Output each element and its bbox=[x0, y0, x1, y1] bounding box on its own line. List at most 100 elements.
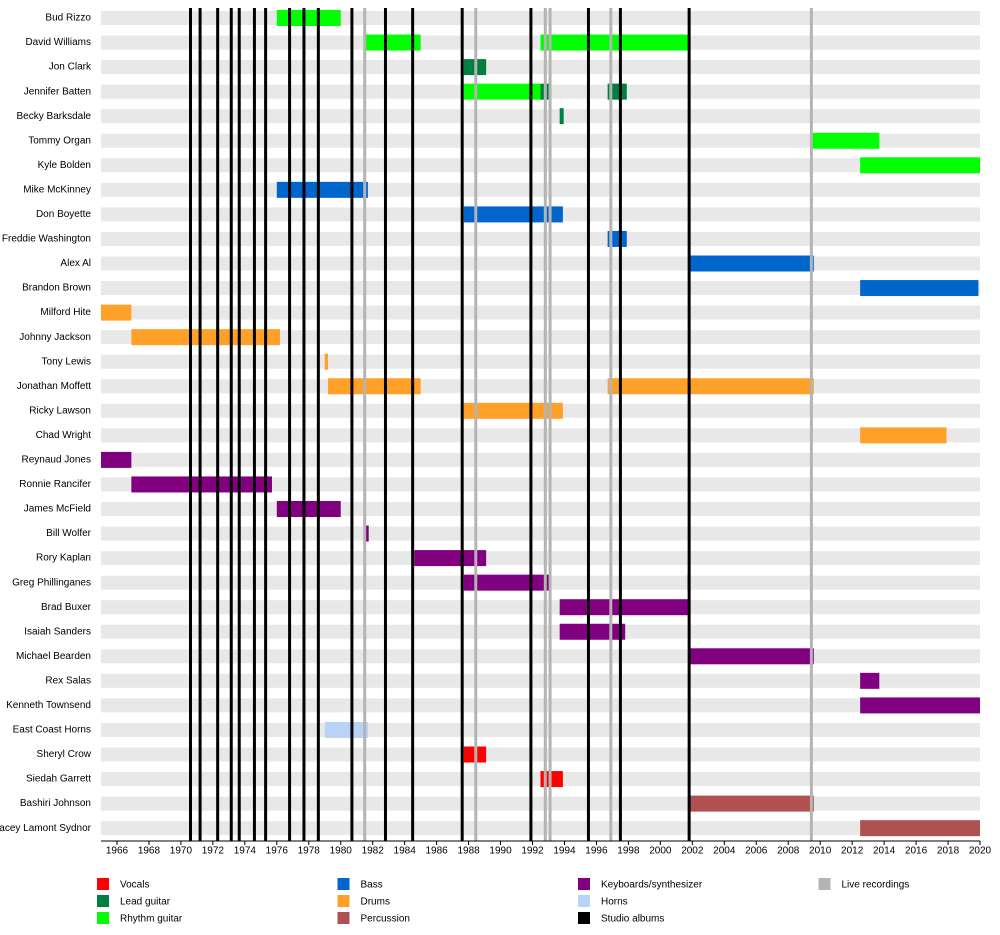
legend-swatch bbox=[97, 895, 109, 907]
x-tick-label: 1994 bbox=[553, 846, 576, 857]
row-band bbox=[101, 821, 980, 836]
member-label: Jonathan Moffett bbox=[17, 381, 92, 392]
tenure-bar bbox=[364, 525, 369, 542]
tenure-bar bbox=[414, 550, 487, 567]
legend-swatch bbox=[578, 895, 590, 907]
member-label: Siedah Garrett bbox=[26, 774, 91, 785]
x-tick-label: 2010 bbox=[809, 846, 832, 857]
row-band bbox=[101, 698, 980, 713]
member-label: Kenneth Townsend bbox=[6, 700, 91, 711]
tenure-bar bbox=[607, 378, 814, 395]
legend-swatch bbox=[97, 912, 109, 924]
x-tick-label: 2020 bbox=[969, 846, 992, 857]
member-label: Johnny Jackson bbox=[19, 332, 91, 343]
x-tick-label: 1976 bbox=[266, 846, 289, 857]
tenure-bar bbox=[689, 795, 814, 812]
member-label: Reynaud Jones bbox=[22, 455, 92, 466]
row-band bbox=[101, 231, 980, 246]
tenure-bar bbox=[860, 820, 980, 837]
tenure-bar bbox=[131, 476, 273, 493]
row-band bbox=[101, 256, 980, 271]
row-band bbox=[101, 747, 980, 762]
row-band bbox=[101, 182, 980, 197]
legend-label: Live recordings bbox=[842, 880, 910, 891]
x-tick-label: 1992 bbox=[521, 846, 544, 857]
x-tick-label: 2002 bbox=[681, 846, 704, 857]
legend-label: Keyboards/synthesizer bbox=[601, 880, 703, 891]
row-band bbox=[101, 600, 980, 615]
row-band bbox=[101, 158, 980, 173]
legend-label: Drums bbox=[361, 897, 390, 908]
tenure-bar bbox=[324, 353, 328, 370]
tenure-bar bbox=[101, 304, 132, 321]
legend-label: Percussion bbox=[361, 914, 410, 925]
member-label: Rex Salas bbox=[45, 675, 91, 686]
tenure-bar bbox=[689, 255, 814, 272]
legend-label: Lead guitar bbox=[120, 897, 171, 908]
tenure-bar bbox=[276, 181, 368, 198]
tenure-bar bbox=[812, 132, 880, 149]
row-band bbox=[101, 281, 980, 296]
tenure-bar bbox=[860, 697, 980, 714]
tenure-bar bbox=[860, 157, 980, 174]
row-band bbox=[101, 649, 980, 664]
tenure-bar bbox=[607, 230, 627, 247]
tenure-bar bbox=[559, 599, 690, 616]
x-tick-label: 1982 bbox=[362, 846, 385, 857]
member-label: Michael Bearden bbox=[16, 651, 91, 662]
member-label: James McField bbox=[24, 504, 91, 515]
x-tick-label: 2004 bbox=[713, 846, 736, 857]
legend-swatch bbox=[578, 878, 590, 890]
x-tick-label: 2006 bbox=[745, 846, 768, 857]
row-band bbox=[101, 354, 980, 369]
row-band bbox=[101, 551, 980, 566]
member-label: Milford Hite bbox=[40, 307, 91, 318]
row-band bbox=[101, 477, 980, 492]
member-label: East Coast Horns bbox=[13, 725, 91, 736]
member-label: Chad Wright bbox=[36, 430, 92, 441]
row-band bbox=[101, 796, 980, 811]
row-band bbox=[101, 624, 980, 639]
x-tick-label: 1990 bbox=[489, 846, 512, 857]
row-band bbox=[101, 305, 980, 320]
x-tick-label: 2018 bbox=[937, 846, 960, 857]
row-band bbox=[101, 673, 980, 688]
legend-swatch bbox=[578, 912, 590, 924]
legend-label: Bass bbox=[361, 880, 383, 891]
x-tick-label: 2016 bbox=[905, 846, 928, 857]
tenure-bar bbox=[463, 206, 563, 223]
row-band bbox=[101, 502, 980, 516]
legend-swatch bbox=[337, 895, 350, 907]
row-band bbox=[101, 452, 980, 467]
x-tick-label: 2012 bbox=[841, 846, 864, 857]
tenure-bar bbox=[276, 501, 341, 517]
legend-label: Horns bbox=[601, 897, 628, 908]
x-tick-label: 2008 bbox=[777, 846, 800, 857]
member-label: Tommy Organ bbox=[28, 135, 91, 146]
member-label: David Williams bbox=[25, 37, 91, 48]
x-tick-label: 1986 bbox=[425, 846, 448, 857]
x-tick-label: 1970 bbox=[170, 846, 193, 857]
member-label: Rory Kaplan bbox=[36, 553, 91, 564]
member-label: Ricky Lawson bbox=[29, 405, 91, 416]
member-label: Sheryl Crow bbox=[37, 749, 92, 760]
x-tick-label: 1966 bbox=[106, 846, 129, 857]
member-label: Isaiah Sanders bbox=[24, 626, 91, 637]
row-band bbox=[101, 428, 980, 443]
x-tick-label: 1980 bbox=[330, 846, 353, 857]
legend-label: Vocals bbox=[120, 880, 149, 891]
x-tick-label: 1972 bbox=[202, 846, 225, 857]
x-tick-label: 1998 bbox=[617, 846, 640, 857]
tenure-bar bbox=[559, 623, 626, 640]
member-label: Jennifer Batten bbox=[24, 86, 91, 97]
legend-label: Rhythm guitar bbox=[120, 914, 183, 925]
legend-swatch bbox=[337, 912, 350, 924]
member-label: Brandon Brown bbox=[22, 283, 91, 294]
member-label: Ronnie Rancifer bbox=[19, 479, 91, 490]
member-label: Stacey Lamont Sydnor bbox=[0, 823, 92, 834]
tenure-bar bbox=[101, 451, 132, 468]
tenure-bar bbox=[607, 83, 627, 100]
x-tick-label: 1968 bbox=[138, 846, 161, 857]
member-label: Greg Phillinganes bbox=[12, 577, 91, 588]
